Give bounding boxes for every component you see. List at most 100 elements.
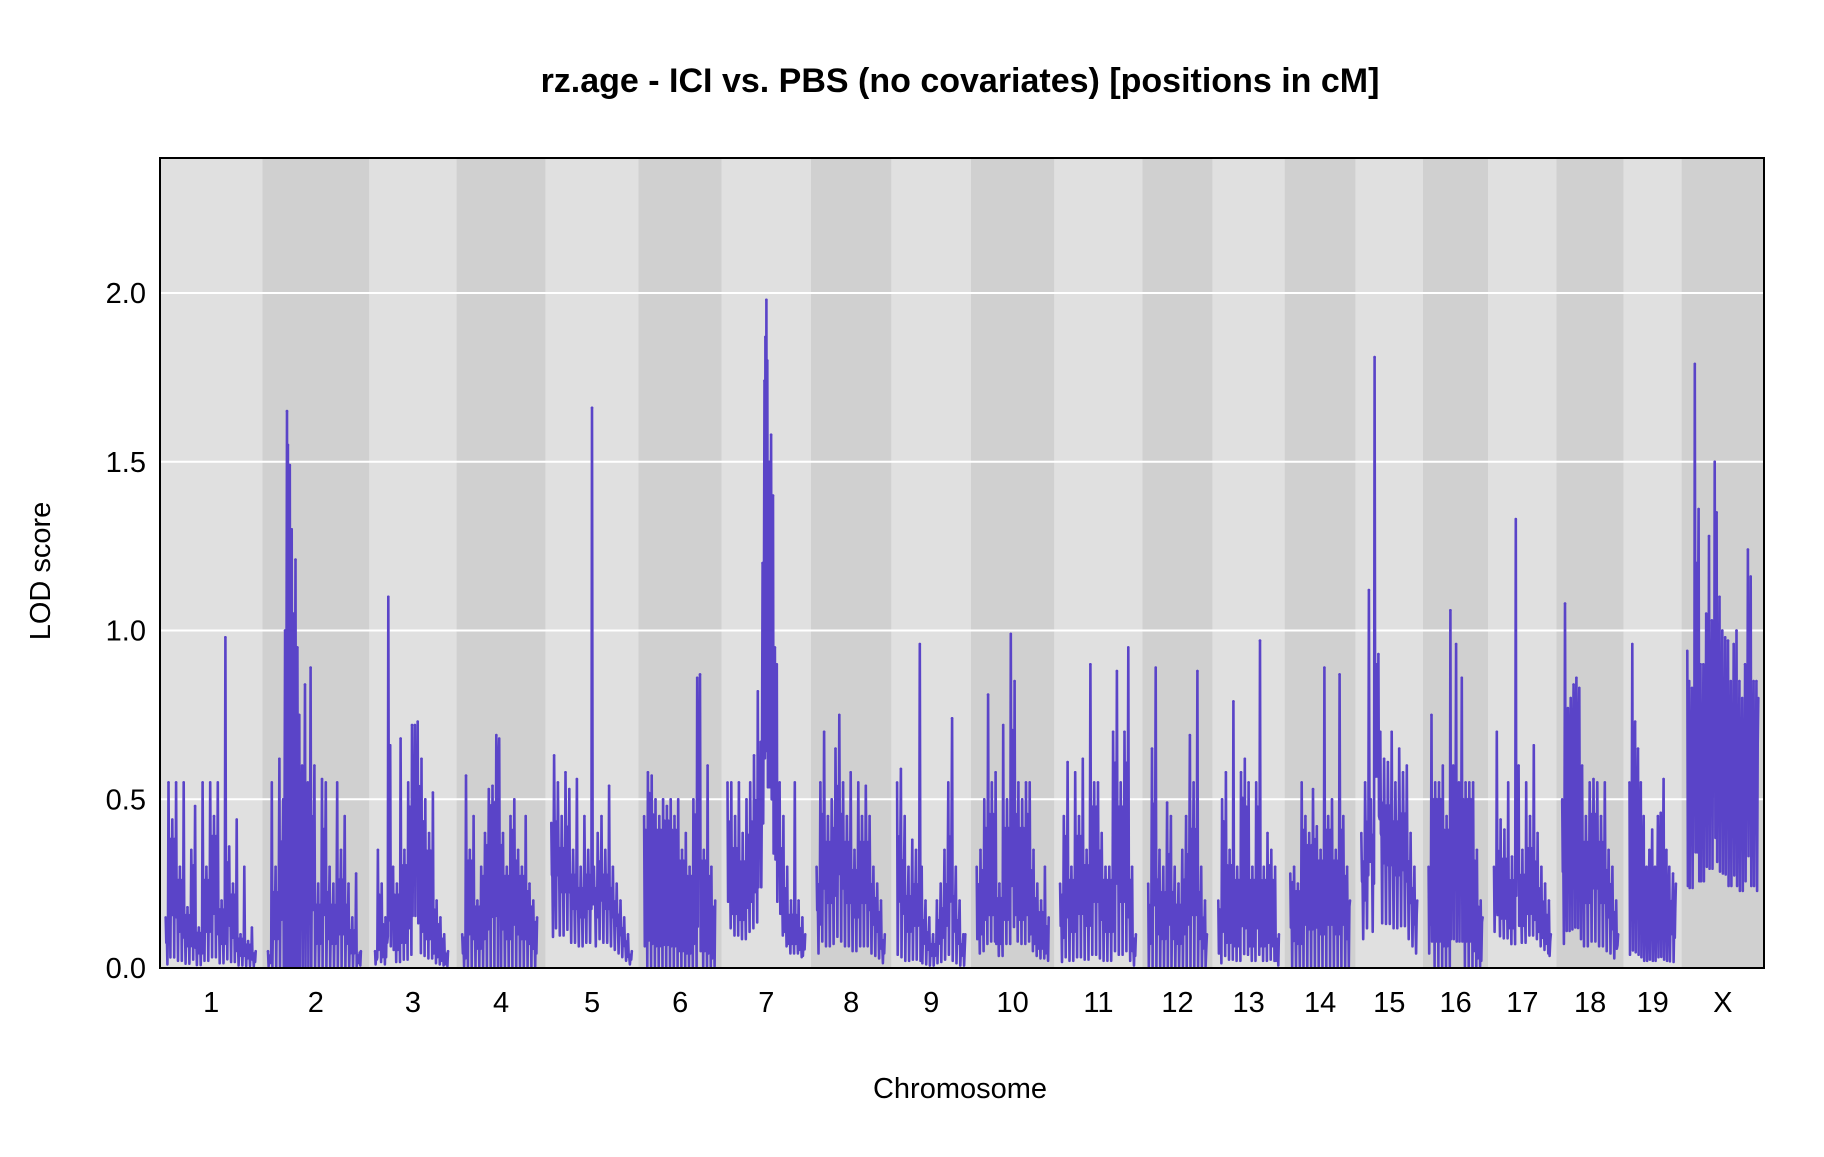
lod-point-chr-14-7 — [1315, 824, 1319, 828]
lod-point-chr-8-11 — [856, 781, 860, 784]
lod-point-chr-17-3 — [1503, 828, 1506, 831]
lod-point-chr-5-5 — [567, 787, 571, 791]
y-axis-ticks: 0.0 0.5 1.0 1.5 2.0 — [106, 278, 146, 985]
lod-point-chr-8-12 — [860, 814, 864, 818]
x-tick-label-8: 8 — [843, 987, 859, 1019]
lod-point-chr-5-17 — [611, 865, 615, 869]
lod-point-chr-8-6 — [838, 713, 841, 717]
lod-point-chr-7-27 — [803, 932, 807, 936]
x-tick-label-4: 4 — [493, 987, 509, 1019]
x-tick-label-11: 11 — [1083, 987, 1113, 1019]
lod-point-chr-X-15 — [1723, 635, 1727, 639]
lod-curve-chr-1 — [164, 636, 257, 968]
lod-point-chr-10-15 — [1032, 848, 1035, 852]
lod-point-chr-15-13 — [1401, 770, 1405, 774]
y-tick-label-1.5: 1.5 — [106, 447, 146, 479]
lod-point-chr-9-15 — [950, 716, 954, 720]
lod-point-chr-19-8 — [1650, 828, 1654, 831]
lod-point-chr-2-29 — [354, 872, 358, 875]
lod-point-chr-4-19 — [531, 899, 535, 902]
lod-point-chr-11-17 — [1123, 730, 1126, 734]
lod-point-chr-12-16 — [1205, 932, 1209, 936]
lod-point-chr-6-7 — [669, 797, 672, 801]
lod-point-chr-11-13 — [1108, 865, 1111, 869]
y-axis-title: LOD score — [25, 502, 57, 641]
lod-point-chr-16-12 — [1468, 781, 1471, 784]
lod-point-chr-12-0 — [1146, 882, 1150, 885]
lod-point-chr-5-6 — [571, 848, 575, 852]
lod-point-chr-14-0 — [1288, 872, 1292, 875]
lod-point-chr-2-10 — [292, 612, 295, 615]
lod-point-chr-1-4 — [178, 865, 182, 869]
lod-point-chr-5-0 — [549, 821, 553, 825]
lod-point-chr-9-11 — [935, 899, 939, 902]
lod-point-chr-16-3 — [1437, 781, 1441, 784]
lod-point-chr-15-0 — [1360, 831, 1363, 835]
lod-point-chr-7-26 — [801, 916, 804, 919]
lod-point-chr-13-12 — [1262, 865, 1266, 869]
lod-point-chr-3-21 — [446, 949, 450, 953]
lod-curve-chr-18 — [1560, 602, 1620, 960]
lod-point-chr-2-27 — [347, 882, 350, 885]
lod-point-chr-14-12 — [1334, 848, 1338, 852]
lod-point-chr-2-19 — [316, 882, 320, 885]
lod-point-chr-13-5 — [1235, 865, 1239, 869]
lod-point-chr-14-3 — [1300, 781, 1303, 784]
lod-point-chr-3-3 — [384, 916, 387, 919]
lod-point-chr-7-2 — [733, 814, 737, 818]
x-tick-label-18: 18 — [1574, 987, 1606, 1019]
lod-point-chr-X-7 — [1702, 662, 1705, 666]
lod-point-chr-17-2 — [1499, 818, 1502, 821]
lod-point-chr-13-7 — [1243, 757, 1247, 761]
lod-point-chr-9-19 — [964, 932, 967, 936]
lod-point-chr-3-17 — [431, 791, 435, 794]
plot-frame — [159, 157, 1765, 969]
lod-point-chr-15-12 — [1397, 747, 1401, 750]
lod-point-chr-10-13 — [1024, 781, 1028, 784]
lod-point-chr-15-17 — [1415, 899, 1419, 902]
lod-point-chr-14-6 — [1311, 787, 1315, 791]
lod-point-chr-13-3 — [1228, 848, 1231, 852]
lod-point-chr-4-17 — [524, 814, 528, 818]
lod-point-chr-19-14 — [1667, 865, 1671, 869]
lod-point-chr-9-5 — [914, 848, 918, 852]
lod-point-chr-15-10 — [1390, 730, 1393, 734]
lod-point-chr-11-6 — [1081, 757, 1085, 761]
lod-point-chr-16-6 — [1449, 608, 1452, 612]
lod-point-chr-2-6 — [285, 409, 289, 413]
lod-point-chr-8-9 — [849, 770, 852, 774]
lod-point-chr-5-11 — [590, 406, 594, 410]
chart-title: rz.age - ICI vs. PBS (no covariates) [po… — [541, 62, 1380, 100]
lod-point-chr-X-6 — [1699, 662, 1702, 666]
lod-point-chr-19-4 — [1639, 781, 1643, 784]
x-tick-label-17: 17 — [1506, 987, 1538, 1019]
lod-point-chr-11-2 — [1066, 760, 1069, 764]
lod-point-chr-12-1 — [1150, 747, 1154, 750]
x-tick-label-12: 12 — [1161, 987, 1193, 1019]
lod-point-chr-17-7 — [1517, 764, 1520, 767]
lod-point-chr-19-1 — [1631, 642, 1634, 646]
lod-point-chr-11-18 — [1126, 646, 1130, 649]
lod-point-chr-X-25 — [1752, 679, 1755, 683]
lod-point-chr-4-1 — [464, 774, 468, 777]
lod-point-chr-7-10 — [761, 561, 764, 565]
lod-point-chr-1-19 — [235, 818, 239, 821]
lod-point-chr-1-9 — [197, 926, 201, 929]
lod-point-chr-14-8 — [1319, 848, 1322, 852]
lod-point-chr-7-16 — [769, 433, 773, 437]
lod-point-chr-2-22 — [328, 865, 331, 869]
lod-point-chr-10-8 — [1005, 797, 1009, 801]
lod-point-chr-18-7 — [1580, 764, 1584, 767]
y-tick-label-0.0: 0.0 — [106, 953, 146, 985]
lod-point-chr-2-13 — [297, 713, 301, 717]
lod-point-chr-10-6 — [998, 882, 1001, 885]
lod-point-chr-18-15 — [1611, 865, 1614, 869]
x-tick-label-7: 7 — [758, 987, 774, 1019]
lod-point-chr-X-24 — [1749, 575, 1753, 578]
lod-point-chr-10-18 — [1043, 865, 1047, 869]
lod-point-chr-6-19 — [713, 899, 717, 902]
lod-point-chr-13-4 — [1232, 700, 1235, 703]
lod-point-chr-13-2 — [1224, 770, 1228, 774]
x-tick-label-14: 14 — [1304, 987, 1336, 1019]
